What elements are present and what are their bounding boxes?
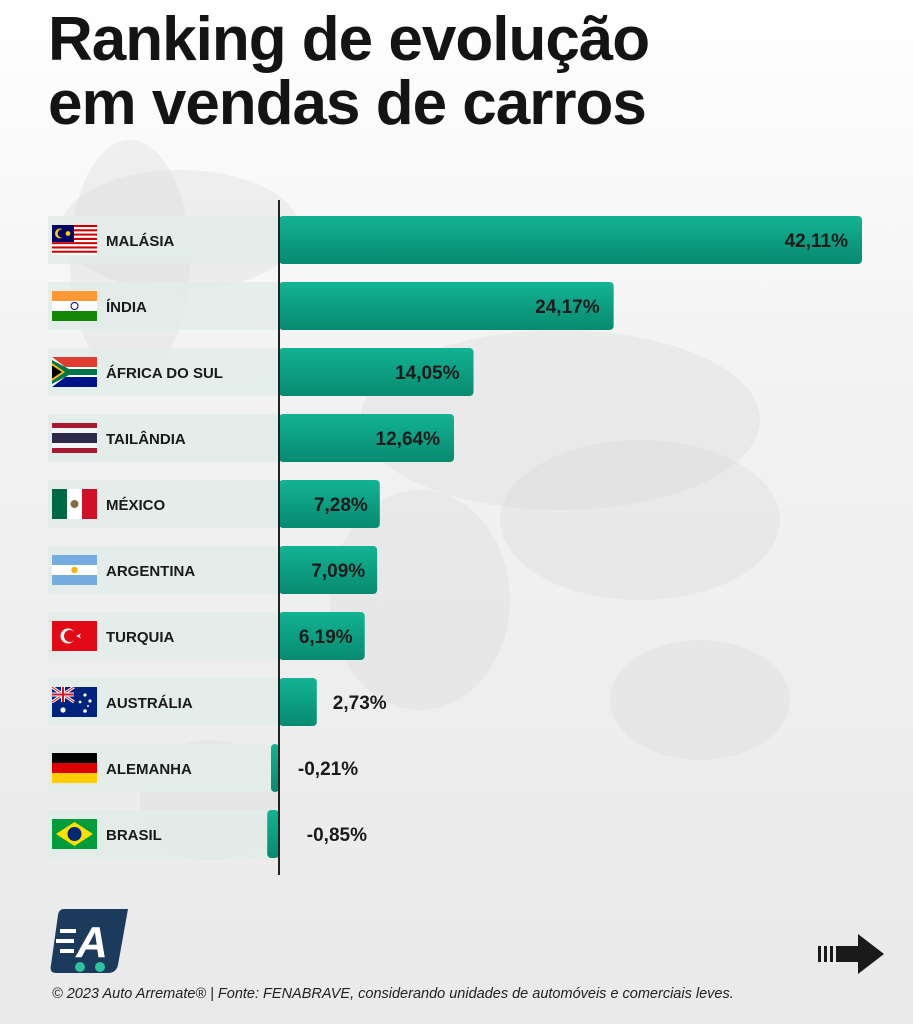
- brazil-flag-icon: [52, 819, 97, 849]
- value-label: 24,17%: [535, 297, 600, 318]
- value-label: 12,64%: [376, 429, 441, 450]
- argentina-flag-icon: [52, 555, 97, 585]
- value-label: 2,73%: [333, 693, 387, 714]
- value-label: 6,19%: [299, 627, 353, 648]
- thailand-flag-icon: [52, 423, 97, 453]
- turkey-flag-icon: [52, 621, 97, 651]
- bar: [279, 546, 378, 594]
- row-malasia: MALÁSIA 42,11%: [48, 216, 862, 264]
- footer-source: © 2023 Auto Arremate® | Fonte: FENABRAVE…: [52, 986, 734, 1002]
- row-turquia: TURQUIA 6,19%: [48, 612, 365, 660]
- value-label: -0,85%: [307, 825, 367, 846]
- country-label: BRASIL: [106, 827, 162, 844]
- title-line-2: em vendas de carros: [48, 69, 647, 138]
- auto-arremate-logo: A: [50, 909, 128, 973]
- value-label: 14,05%: [395, 363, 460, 384]
- bar: [279, 612, 365, 660]
- bar: [279, 678, 317, 726]
- value-label: 7,28%: [314, 495, 368, 516]
- country-label: AUSTRÁLIA: [106, 695, 193, 712]
- logo-letter: A: [75, 918, 108, 967]
- value-label: 42,11%: [785, 231, 848, 252]
- bar: [279, 348, 474, 396]
- bar: [279, 480, 380, 528]
- country-label: ÍNDIA: [106, 299, 147, 316]
- bar: [271, 744, 279, 792]
- bar: [267, 810, 279, 858]
- south-africa-flag-icon: [52, 357, 97, 387]
- malaysia-flag-icon: [52, 225, 97, 255]
- bar: [279, 282, 614, 330]
- country-label: ÁFRICA DO SUL: [106, 365, 223, 382]
- row-africa-do-sul: ÁFRICA DO SUL 14,05%: [48, 348, 474, 396]
- bar: [279, 414, 454, 462]
- mexico-flag-icon: [52, 489, 97, 519]
- country-label: MÉXICO: [106, 497, 166, 514]
- row-australia: AUSTRÁLIA 2,73%: [48, 678, 387, 726]
- value-label: -0,21%: [298, 759, 358, 780]
- country-label: MALÁSIA: [106, 233, 174, 250]
- page-title: Ranking de evolução em vendas de carros: [48, 8, 868, 136]
- australia-flag-icon: [51, 685, 97, 717]
- india-flag-icon: [52, 291, 97, 321]
- row-india: ÍNDIA 24,17%: [48, 282, 614, 330]
- title-line-1: Ranking de evolução: [48, 5, 650, 74]
- country-label: TAILÂNDIA: [106, 430, 186, 448]
- row-tailandia: TAILÂNDIA 12,64%: [48, 414, 454, 462]
- bar: [279, 216, 862, 264]
- country-label: TURQUIA: [106, 629, 174, 646]
- row-argentina: ARGENTINA 7,09%: [48, 546, 378, 594]
- row-alemanha: ALEMANHA -0,21%: [48, 744, 358, 792]
- row-mexico: MÉXICO 7,28%: [48, 480, 380, 528]
- country-label: ALEMANHA: [106, 761, 192, 778]
- value-label: 7,09%: [311, 561, 365, 582]
- country-label: ARGENTINA: [106, 563, 195, 580]
- row-brasil: BRASIL -0,85%: [48, 810, 367, 858]
- arrow-right-icon[interactable]: [818, 932, 888, 976]
- germany-flag-icon: [52, 753, 97, 783]
- bar-chart: MALÁSIA 42,11% ÍNDIA 24,17% ÁFRICA DO SUL 14,…: [48, 140, 862, 875]
